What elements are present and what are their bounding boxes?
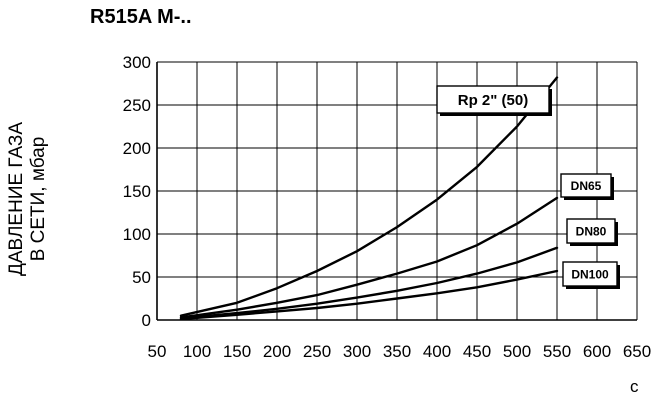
y-tick-label: 150: [123, 182, 151, 201]
x-tick-label: 100: [183, 342, 211, 361]
x-tick-label: 200: [263, 342, 291, 361]
series-lines: [179, 76, 559, 321]
tick-labels: 50 100 150 200 250 300 350 400 450 500 550 600 650 0 5…: [123, 53, 652, 361]
y-axis-label-line-1: ДАВЛЕНИЕ ГАЗА: [6, 122, 27, 276]
y-tick-label: 50: [132, 268, 151, 287]
series-line-0: [179, 76, 559, 317]
y-axis-label-line-2: В СЕТИ, мбар: [28, 137, 49, 262]
y-tick-label: 300: [123, 53, 151, 72]
x-tick-label: 300: [343, 342, 371, 361]
y-axis-label: ДАВЛЕНИЕ ГАЗА В СЕТИ, мбар: [6, 122, 49, 276]
y-tick-label: 100: [123, 225, 151, 244]
chart-title: R515A M-..: [90, 6, 192, 28]
y-tick-label: 0: [142, 311, 151, 330]
series-label-box: [566, 218, 616, 244]
x-axis-label: c: [630, 377, 639, 396]
series-line-3: [179, 269, 559, 321]
x-tick-label: 450: [463, 342, 491, 361]
series-label-box: [562, 261, 618, 287]
y-tick-label: 200: [123, 139, 151, 158]
x-tick-label: 500: [503, 342, 531, 361]
series-label-2: DN80: [576, 224, 607, 238]
x-tick-label: 650: [623, 342, 651, 361]
x-tick-label: 550: [543, 342, 571, 361]
x-tick-label: 150: [223, 342, 251, 361]
x-tick-label: 350: [383, 342, 411, 361]
series-label-0: Rp 2" (50): [458, 92, 528, 109]
y-tick-label: 250: [123, 96, 151, 115]
series-labels: Rp 2" (50) DN65 DN80 DN100: [436, 85, 620, 289]
x-tick-label: 600: [583, 342, 611, 361]
series-label-1: DN65: [571, 179, 602, 193]
series-label-3: DN100: [571, 267, 609, 281]
x-tick-label: 400: [423, 342, 451, 361]
series-line-2: [179, 246, 559, 320]
x-tick-label: 50: [148, 342, 167, 361]
series-label-box: [560, 173, 612, 198]
series-label-box: [436, 85, 550, 114]
x-tick-label: 250: [303, 342, 331, 361]
series-line-1: [179, 196, 559, 319]
